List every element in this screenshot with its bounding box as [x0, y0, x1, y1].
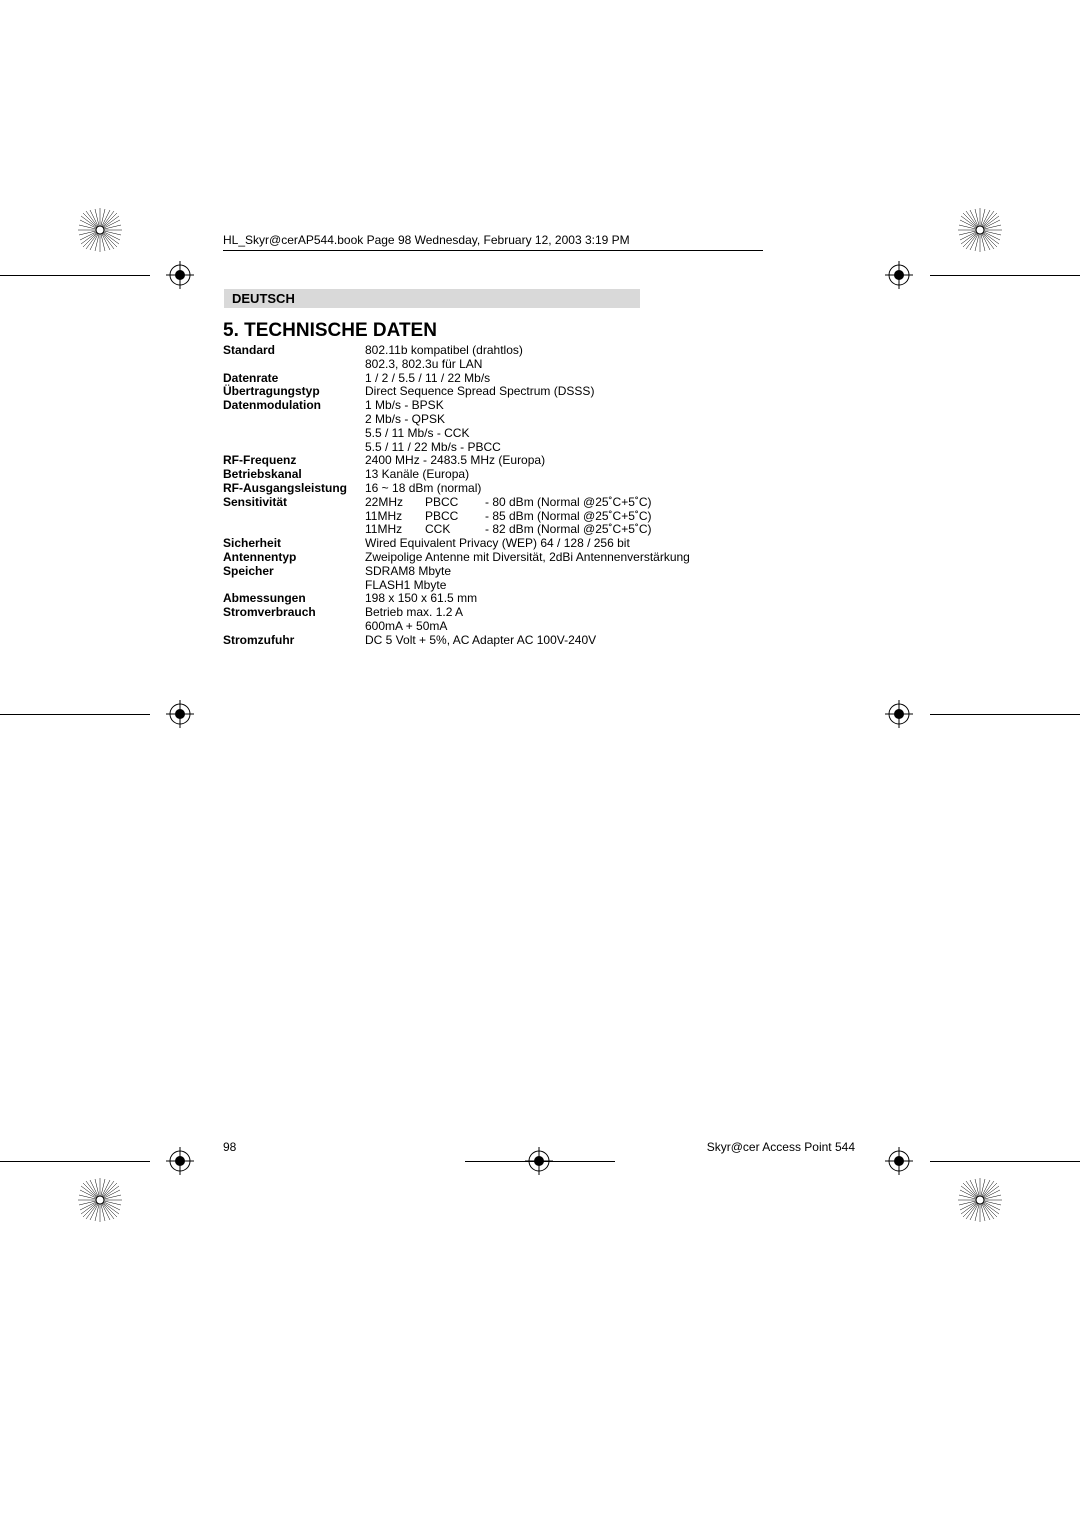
- sens-row: 11MHz PBCC - 85 dBm (Normal @25˚C+5˚C): [365, 510, 652, 524]
- starburst-icon: [75, 1175, 125, 1225]
- spec-value: 1 / 2 / 5.5 / 11 / 22 Mb/s: [365, 372, 490, 386]
- starburst-icon: [955, 205, 1005, 255]
- spec-label: Stromzufuhr: [223, 634, 365, 648]
- spec-value: 198 x 150 x 61.5 mm: [365, 592, 477, 606]
- spec-label: Datenmodulation: [223, 399, 365, 413]
- sens-mod: PBCC: [425, 510, 485, 524]
- registration-mark: [166, 700, 194, 728]
- registration-mark: [166, 1147, 194, 1175]
- spec-value: 600mA + 50mA: [365, 620, 447, 634]
- spec-row-zufuhr: Stromzufuhr DC 5 Volt + 5%, AC Adapter A…: [223, 634, 690, 648]
- spec-label: [223, 413, 365, 427]
- spec-value: 802.3, 802.3u für LAN: [365, 358, 482, 372]
- registration-mark: [166, 261, 194, 289]
- spec-row-uebertragung: Übertragungstyp Direct Sequence Spread S…: [223, 385, 690, 399]
- spec-value: Direct Sequence Spread Spectrum (DSSS): [365, 385, 594, 399]
- spec-value: SDRAM8 Mbyte: [365, 565, 451, 579]
- crop-line-bottom-left: [0, 1161, 150, 1162]
- spec-label: RF-Frequenz: [223, 454, 365, 468]
- spec-value: 5.5 / 11 Mb/s - CCK: [365, 427, 469, 441]
- page: HL_Skyr@cerAP544.book Page 98 Wednesday,…: [0, 0, 1080, 1528]
- spec-label: Sensitivität: [223, 496, 365, 537]
- spec-label: RF-Ausgangsleistung: [223, 482, 365, 496]
- spec-row-speicher: Speicher SDRAM8 Mbyte: [223, 565, 690, 579]
- spec-label: Sicherheit: [223, 537, 365, 551]
- sens-freq: 11MHz: [365, 510, 425, 524]
- spec-value: 13 Kanäle (Europa): [365, 468, 469, 482]
- sens-mod: PBCC: [425, 496, 485, 510]
- spec-value: Betrieb max. 1.2 A: [365, 606, 463, 620]
- registration-mark: [885, 700, 913, 728]
- spec-row: 5.5 / 11 Mb/s - CCK: [223, 427, 690, 441]
- spec-label: [223, 579, 365, 593]
- spec-row-kanal: Betriebskanal 13 Kanäle (Europa): [223, 468, 690, 482]
- starburst-icon: [75, 205, 125, 255]
- spec-label: [223, 620, 365, 634]
- spec-label: Speicher: [223, 565, 365, 579]
- spec-row-sicherheit: Sicherheit Wired Equivalent Privacy (WEP…: [223, 537, 690, 551]
- sens-val: - 80 dBm (Normal @25˚C+5˚C): [485, 496, 652, 510]
- registration-mark: [885, 1147, 913, 1175]
- spec-row: 600mA + 50mA: [223, 620, 690, 634]
- spec-row-standard: Standard 802.11b kompatibel (drahtlos): [223, 344, 690, 358]
- spec-value: Zweipolige Antenne mit Diversität, 2dBi …: [365, 551, 690, 565]
- crop-line-mid-left: [0, 714, 150, 715]
- spec-row-sens: Sensitivität 22MHz PBCC - 80 dBm (Normal…: [223, 496, 690, 537]
- footer-product: Skyr@cer Access Point 544: [707, 1140, 855, 1154]
- spec-row: 2 Mb/s - QPSK: [223, 413, 690, 427]
- spec-table: Standard 802.11b kompatibel (drahtlos) 8…: [223, 344, 690, 648]
- spec-value: FLASH1 Mbyte: [365, 579, 446, 593]
- spec-label: [223, 427, 365, 441]
- header-underline: [223, 250, 763, 251]
- sens-val: - 82 dBm (Normal @25˚C+5˚C): [485, 523, 652, 537]
- spec-label: Antennentyp: [223, 551, 365, 565]
- spec-row-ausgang: RF-Ausgangsleistung 16 ~ 18 dBm (normal): [223, 482, 690, 496]
- crop-line-mid-right: [930, 714, 1080, 715]
- spec-row: 5.5 / 11 / 22 Mb/s - PBCC: [223, 441, 690, 455]
- footer-page-number: 98: [223, 1140, 236, 1154]
- crop-line-bottom-right: [930, 1161, 1080, 1162]
- sensitivity-table: 22MHz PBCC - 80 dBm (Normal @25˚C+5˚C) 1…: [365, 496, 652, 537]
- spec-row-antenne: Antennentyp Zweipolige Antenne mit Diver…: [223, 551, 690, 565]
- registration-mark: [525, 1147, 553, 1175]
- spec-label: Betriebskanal: [223, 468, 365, 482]
- header-text: HL_Skyr@cerAP544.book Page 98 Wednesday,…: [223, 233, 630, 247]
- spec-row: FLASH1 Mbyte: [223, 579, 690, 593]
- registration-mark: [885, 261, 913, 289]
- spec-row-verbrauch: Stromverbrauch Betrieb max. 1.2 A: [223, 606, 690, 620]
- crop-line-top-right: [930, 275, 1080, 276]
- spec-value: DC 5 Volt + 5%, AC Adapter AC 100V-240V: [365, 634, 596, 648]
- spec-label: [223, 441, 365, 455]
- spec-row-modulation: Datenmodulation 1 Mb/s - BPSK: [223, 399, 690, 413]
- sens-row: 22MHz PBCC - 80 dBm (Normal @25˚C+5˚C): [365, 496, 652, 510]
- starburst-icon: [955, 1175, 1005, 1225]
- section-title: 5. TECHNISCHE DATEN: [223, 320, 437, 342]
- spec-value: 2400 MHz - 2483.5 MHz (Europa): [365, 454, 545, 468]
- spec-value: 802.11b kompatibel (drahtlos): [365, 344, 523, 358]
- sens-freq: 22MHz: [365, 496, 425, 510]
- spec-row-rffreq: RF-Frequenz 2400 MHz - 2483.5 MHz (Europ…: [223, 454, 690, 468]
- spec-value: 5.5 / 11 / 22 Mb/s - PBCC: [365, 441, 501, 455]
- spec-value: 16 ~ 18 dBm (normal): [365, 482, 481, 496]
- spec-label: [223, 358, 365, 372]
- spec-value: 2 Mb/s - QPSK: [365, 413, 445, 427]
- language-bar: DEUTSCH: [224, 289, 640, 308]
- spec-label: Abmessungen: [223, 592, 365, 606]
- sens-val: - 85 dBm (Normal @25˚C+5˚C): [485, 510, 652, 524]
- spec-value: 1 Mb/s - BPSK: [365, 399, 444, 413]
- sens-row: 11MHz CCK - 82 dBm (Normal @25˚C+5˚C): [365, 523, 652, 537]
- spec-label: Stromverbrauch: [223, 606, 365, 620]
- sens-mod: CCK: [425, 523, 485, 537]
- sens-freq: 11MHz: [365, 523, 425, 537]
- spec-label: Standard: [223, 344, 365, 358]
- spec-row-abmess: Abmessungen 198 x 150 x 61.5 mm: [223, 592, 690, 606]
- spec-row: 802.3, 802.3u für LAN: [223, 358, 690, 372]
- crop-line-top-left: [0, 275, 150, 276]
- spec-label: Übertragungstyp: [223, 385, 365, 399]
- spec-value: Wired Equivalent Privacy (WEP) 64 / 128 …: [365, 537, 630, 551]
